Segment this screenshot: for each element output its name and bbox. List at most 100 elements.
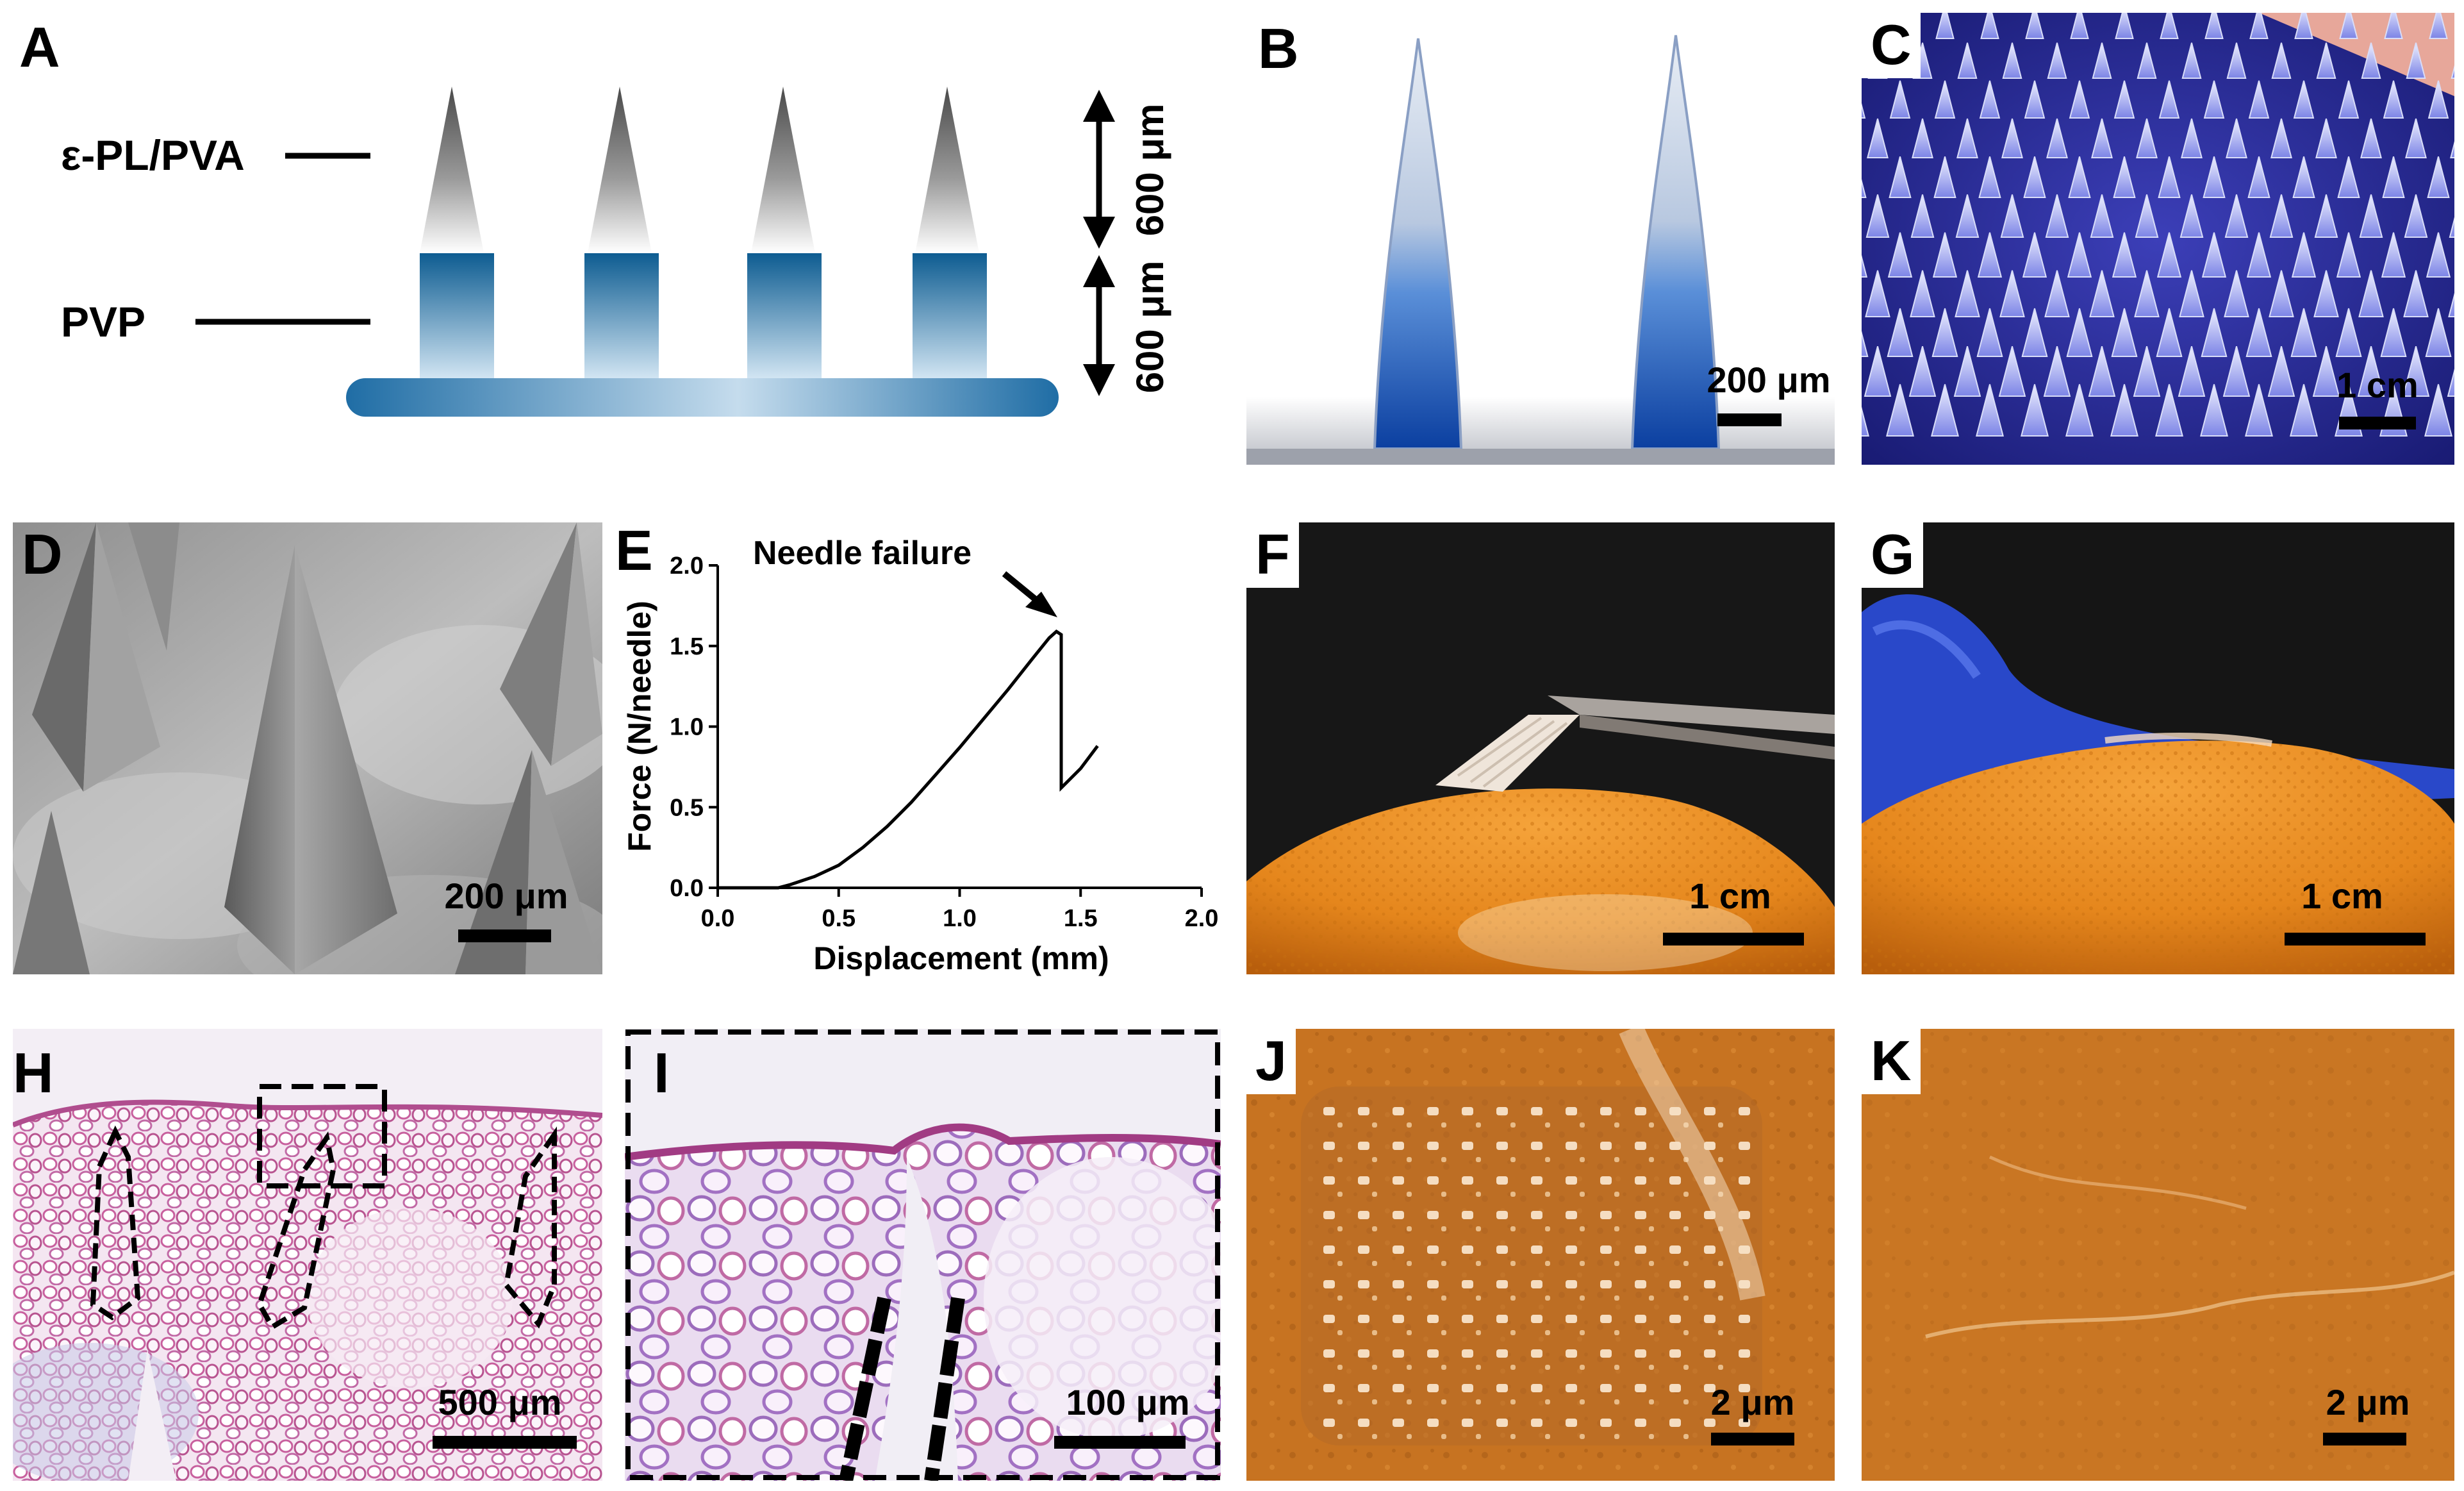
panel-letter-e: E bbox=[615, 522, 653, 582]
microneedle bbox=[2201, 308, 2228, 357]
microneedle bbox=[2136, 118, 2158, 158]
microneedle bbox=[2384, 13, 2403, 39]
force-displacement-chart: 0.0 0.5 1.0 1.5 2.0 0.0 0.5 1.0 1.5 2.0 Displacem… bbox=[622, 535, 1219, 976]
microneedle bbox=[1912, 118, 1933, 158]
y-tick-label: 1.5 bbox=[670, 633, 704, 660]
microneedle bbox=[2224, 270, 2249, 317]
panel-c: 1 cm C bbox=[1862, 13, 2454, 465]
layer-label-bottom: PVP bbox=[61, 298, 145, 346]
y-tick-label: 1.0 bbox=[670, 714, 704, 741]
microneedle bbox=[2404, 194, 2428, 238]
microneedle bbox=[2360, 118, 2382, 158]
microneedle bbox=[2022, 232, 2047, 278]
microneedle bbox=[2000, 194, 2024, 238]
microneedle bbox=[1862, 330, 1869, 357]
microneedle bbox=[2021, 384, 2049, 437]
microneedle bbox=[2249, 13, 2269, 39]
microneedle bbox=[2292, 156, 2315, 198]
microneedle bbox=[2001, 118, 2023, 158]
histology-inset bbox=[625, 1029, 1221, 1481]
microneedle bbox=[2427, 80, 2449, 119]
microneedle bbox=[1935, 13, 1955, 39]
microneedle bbox=[2181, 42, 2202, 79]
microneedle bbox=[2359, 194, 2383, 238]
microneedle bbox=[2248, 80, 2270, 119]
microneedle bbox=[2025, 13, 2044, 39]
panel-g: 1 cm G bbox=[1862, 522, 2454, 974]
scale-bar-label-c: 1 cm bbox=[2336, 365, 2419, 405]
microneedle bbox=[1979, 80, 2001, 119]
orange-with-patch-tweezers-photo bbox=[1246, 522, 1835, 974]
microneedle bbox=[1955, 194, 1980, 238]
microneedle bbox=[1999, 270, 2025, 317]
microneedle bbox=[1934, 80, 1956, 119]
x-tick-label: 0.5 bbox=[822, 905, 856, 932]
annotation-needle-failure: Needle failure bbox=[753, 535, 972, 572]
microneedle bbox=[2403, 270, 2429, 317]
microneedle bbox=[1932, 232, 1958, 278]
orange-with-applied-patch-photo bbox=[1862, 522, 2454, 974]
microneedle bbox=[1955, 270, 1980, 317]
microneedle bbox=[1980, 13, 1999, 39]
microneedle bbox=[2338, 80, 2360, 119]
x-tick-label: 2.0 bbox=[1185, 905, 1219, 932]
force-curve bbox=[718, 629, 1099, 890]
microneedle bbox=[1933, 156, 1956, 198]
microneedle bbox=[2090, 194, 2114, 238]
microneedle bbox=[2110, 384, 2138, 437]
dim-label-bottom: 600 μm bbox=[1129, 261, 1171, 394]
panel-letter-f: F bbox=[1246, 522, 1299, 588]
microneedle bbox=[2316, 42, 2336, 79]
microneedle bbox=[2451, 65, 2454, 79]
microneedle bbox=[2247, 156, 2270, 198]
microneedle bbox=[1889, 80, 1911, 119]
dimension-arrow-bottom bbox=[1083, 255, 1115, 396]
inset-region-box bbox=[257, 1084, 387, 1188]
microneedle bbox=[1862, 254, 1868, 278]
panel-letter-j: J bbox=[1246, 1029, 1296, 1094]
microneedle bbox=[2200, 384, 2228, 437]
scale-bar-label-d: 200 μm bbox=[444, 876, 568, 916]
microneedle bbox=[2427, 156, 2450, 198]
skin-after-insertion-photo bbox=[1246, 1029, 1835, 1481]
scale-bar-i bbox=[1054, 1436, 1186, 1449]
microneedle bbox=[2246, 232, 2272, 278]
microneedle bbox=[2293, 80, 2315, 119]
microneedle bbox=[1910, 194, 1935, 238]
inset-frame bbox=[625, 1029, 1220, 1480]
scale-bar-d bbox=[458, 929, 551, 942]
microneedle bbox=[2156, 232, 2182, 278]
scale-bar-f bbox=[1663, 933, 1804, 945]
panel-h: 500 μm H bbox=[13, 1029, 602, 1481]
microneedle bbox=[2449, 217, 2454, 238]
microneedle bbox=[2290, 384, 2318, 437]
y-tick-label: 0.5 bbox=[670, 794, 704, 821]
scale-bar-j bbox=[1711, 1433, 1794, 1445]
microneedle bbox=[2047, 42, 2067, 79]
microneedle bbox=[1867, 118, 1889, 158]
microneedle bbox=[2156, 308, 2183, 357]
microneedle bbox=[2204, 13, 2224, 39]
microneedle bbox=[2383, 80, 2404, 119]
sem-image bbox=[13, 522, 602, 974]
microneedle bbox=[2267, 346, 2295, 397]
microneedle bbox=[1931, 308, 1958, 357]
microneedle bbox=[2135, 194, 2159, 238]
cone-layer bbox=[420, 87, 979, 253]
microneedle bbox=[2381, 232, 2406, 278]
microneedle bbox=[2113, 156, 2136, 198]
microneedle bbox=[2402, 346, 2430, 397]
microneedle bbox=[2315, 118, 2337, 158]
microneedle bbox=[2201, 232, 2227, 278]
scale-bar-label-b: 200 μm bbox=[1707, 360, 1831, 400]
microneedle-schematic: ε-PL/PVA PVP 600 μm 600 μm bbox=[61, 87, 1171, 417]
microneedle bbox=[2203, 80, 2225, 119]
microneedle bbox=[2066, 308, 2093, 357]
microneedle bbox=[1864, 346, 1892, 397]
microneedle bbox=[2224, 194, 2249, 238]
microneedle bbox=[2270, 118, 2292, 158]
microneedle bbox=[2113, 80, 2135, 119]
microneedle bbox=[2179, 270, 2204, 317]
microneedle bbox=[2335, 308, 2362, 357]
microneedle bbox=[2226, 42, 2247, 79]
